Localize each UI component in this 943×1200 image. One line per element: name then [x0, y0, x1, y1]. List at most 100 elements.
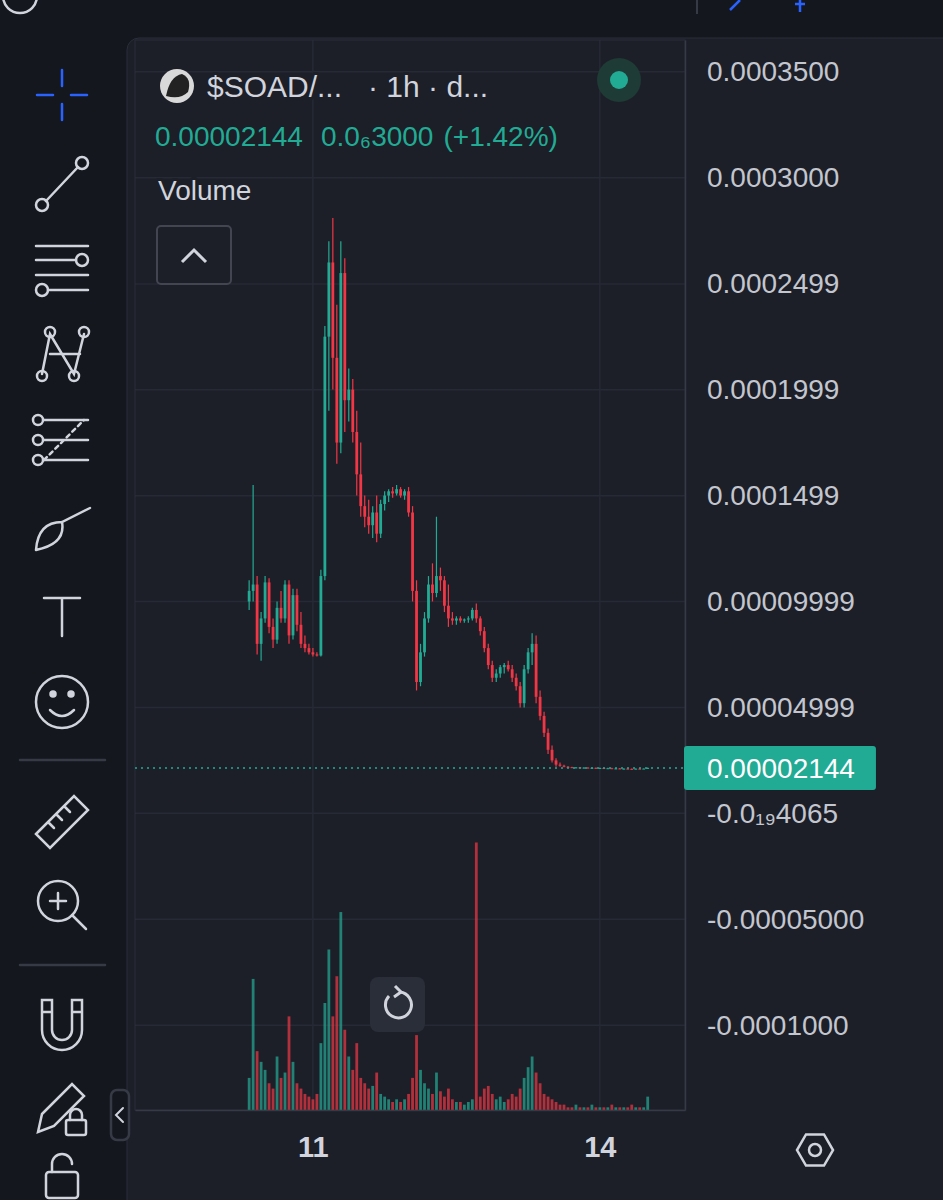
reset-arrow[interactable]	[394, 986, 401, 997]
toolbar-collapse-tab[interactable]	[111, 1090, 129, 1140]
trend-line-tool[interactable]	[36, 157, 88, 211]
trend-line-tool-part[interactable]	[46, 167, 78, 201]
lock-drawings-tool-part[interactable]	[38, 1084, 84, 1132]
candle-wick	[555, 758, 556, 766]
candle-body	[499, 667, 502, 673]
zoom-tool[interactable]	[38, 881, 86, 929]
ruler-tool[interactable]	[36, 796, 88, 848]
candle-body	[367, 517, 370, 525]
horizontal-lines-tool[interactable]	[36, 246, 88, 296]
candle-wick	[472, 608, 473, 621]
candle-wick	[300, 612, 301, 648]
lock-drawings-tool-part[interactable]	[70, 1109, 82, 1120]
candle-body	[618, 768, 621, 769]
brush-tool-part[interactable]	[36, 508, 90, 550]
trend-line-tool-part[interactable]	[36, 199, 48, 211]
emoji-tool-part[interactable]	[51, 692, 56, 697]
volume-bar	[399, 1102, 402, 1110]
candle-wick	[260, 612, 261, 661]
button-frame[interactable]	[370, 977, 425, 1032]
emoji-tool[interactable]	[36, 676, 88, 728]
volume-bar	[559, 1105, 562, 1110]
fib-tool-part[interactable]	[44, 420, 88, 460]
candle-wick	[543, 712, 544, 737]
volume-bar	[535, 1073, 538, 1110]
volume-bar	[463, 1105, 466, 1110]
settings-button[interactable]	[797, 1134, 833, 1165]
volume-bar	[575, 1105, 578, 1110]
candle-wick	[328, 241, 329, 411]
pattern-tool-part[interactable]	[37, 371, 47, 381]
lock-drawings-tool-part[interactable]	[66, 1120, 86, 1135]
magnet-tool[interactable]	[42, 1000, 82, 1050]
pattern-tool-part[interactable]	[79, 327, 89, 337]
volume-bar	[419, 1070, 422, 1110]
top-icon[interactable]	[730, 0, 805, 12]
candle-body	[316, 654, 319, 655]
last-price-line	[135, 767, 685, 769]
candle-body	[403, 491, 406, 495]
reset-icon[interactable]	[385, 992, 411, 1018]
top-icon[interactable]	[3, 0, 37, 13]
lock-drawings-tool[interactable]	[38, 1084, 86, 1135]
candle-wick	[492, 661, 493, 682]
emoji-tool-part[interactable]	[36, 676, 88, 728]
chart-title[interactable]: $SOAD/...	[207, 70, 342, 103]
collapse-indicators-button[interactable]	[157, 226, 231, 284]
emoji-tool-part[interactable]	[50, 710, 74, 716]
text-tool[interactable]	[44, 598, 80, 636]
fib-tool-part[interactable]	[44, 420, 84, 460]
settings-center[interactable]	[809, 1144, 821, 1156]
volume-bar	[523, 1078, 526, 1110]
emoji-tool-part[interactable]	[69, 692, 74, 697]
lock-tool[interactable]	[46, 1154, 78, 1198]
volume-bar	[304, 1094, 307, 1110]
candle-wick	[643, 768, 644, 770]
magnet-tool-part[interactable]	[42, 1000, 82, 1050]
toolbar-collapse-tab-part[interactable]	[111, 1090, 129, 1140]
fib-tool[interactable]	[33, 415, 88, 465]
crosshair-tool[interactable]	[37, 70, 87, 120]
y-tick: -0.0001000	[685, 1010, 849, 1041]
chevron-up[interactable]	[182, 250, 206, 262]
candle-body	[339, 273, 342, 443]
fib-tool-part[interactable]	[33, 435, 43, 445]
ruler-tool-part[interactable]	[36, 796, 88, 848]
candle-wick	[249, 580, 250, 610]
candle-body	[296, 595, 299, 625]
volume-bar	[551, 1099, 554, 1110]
settings-hexagon[interactable]	[797, 1134, 833, 1165]
lock-tool-part[interactable]	[46, 1172, 78, 1198]
toolbar-collapse-tab-part[interactable]	[116, 1108, 123, 1122]
candle-body	[276, 608, 279, 640]
crosshair-tool-part[interactable]	[37, 70, 87, 120]
horizontal-lines-tool-part[interactable]	[76, 254, 88, 266]
zoom-tool-part[interactable]	[50, 893, 86, 929]
pattern-tool-part[interactable]	[42, 334, 84, 374]
horizontal-lines-tool-part[interactable]	[36, 284, 48, 296]
volume-bar	[296, 1083, 299, 1110]
avatar-circle	[160, 69, 194, 103]
volume-bar	[367, 1089, 370, 1110]
pattern-tool-part[interactable]	[45, 327, 55, 337]
chart-subtitle[interactable]: · 1h · d...	[368, 70, 488, 103]
lock-tool-part[interactable]	[52, 1154, 72, 1172]
trend-line-tool-part[interactable]	[76, 157, 88, 169]
candle-body	[439, 576, 442, 580]
candle-body	[571, 767, 574, 768]
volume-bar	[447, 1089, 450, 1110]
reset-button[interactable]	[370, 977, 425, 1032]
candle-wick	[571, 767, 572, 768]
pattern-tool[interactable]	[37, 327, 89, 381]
brush-tool[interactable]	[36, 508, 90, 550]
candle-wick	[316, 652, 317, 656]
fib-tool-part[interactable]	[33, 415, 43, 425]
pattern-tool-part[interactable]	[69, 371, 79, 381]
text-tool-part[interactable]	[44, 598, 80, 636]
candle-body	[355, 432, 358, 474]
candle-wick	[476, 604, 477, 623]
y-tick-label: -0.0₁₉4065	[707, 798, 838, 829]
volume-bar	[499, 1097, 502, 1110]
button-frame[interactable]	[157, 226, 231, 284]
fib-tool-part[interactable]	[33, 455, 43, 465]
